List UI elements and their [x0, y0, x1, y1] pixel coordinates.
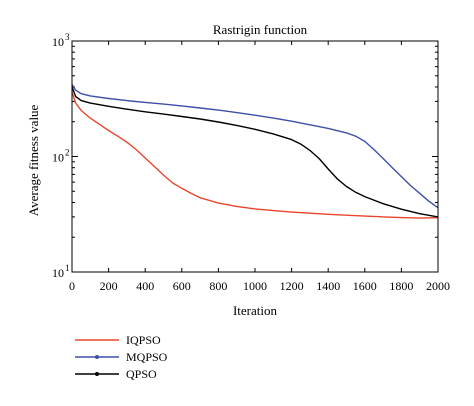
legend-label-mqpso: MQPSO: [126, 350, 168, 364]
x-tick-label: 200: [100, 279, 118, 293]
series-line-qpso: [71, 86, 439, 218]
y-tick-exponent: 3: [65, 32, 70, 42]
legend-label-qpso: QPSO: [126, 367, 157, 381]
y-axis-label: Average fitness value: [26, 104, 41, 216]
legend-marker-mqpso: [95, 355, 99, 359]
series-line-iqpso: [71, 91, 439, 219]
x-tick-label: 400: [136, 279, 154, 293]
x-tick-label: 1800: [389, 279, 413, 293]
x-tick-label: 800: [209, 279, 227, 293]
series-line-mqpso: [71, 84, 439, 209]
y-tick-label: 10 2: [52, 148, 70, 165]
legend-marker-qpso: [95, 372, 99, 376]
x-tick-label: 1600: [353, 279, 377, 293]
y-tick-label: 10 3: [52, 32, 70, 49]
x-axis-label: Iteration: [233, 303, 278, 318]
x-tick-label: 1000: [243, 279, 267, 293]
chart-title: Rastrigin function: [213, 22, 308, 37]
plot-area-frame: [71, 40, 439, 273]
legend-label-iqpso: IQPSO: [126, 333, 161, 347]
x-tick-label: 1400: [316, 279, 340, 293]
x-tick-label: 1200: [280, 279, 304, 293]
plot-lines: [71, 84, 439, 219]
y-tick-base: 10: [52, 151, 64, 165]
y-tick-label: 10 1: [52, 263, 70, 280]
axis-ticks: [71, 40, 439, 273]
x-tick-label: 0: [69, 279, 75, 293]
y-tick-base: 10: [52, 35, 64, 49]
legend: IQPSO MQPSO QPSO: [75, 333, 168, 381]
x-tick-labels: 0 200 400 600 800 1000 1200 1400 1600 1800 2000: [69, 279, 450, 293]
x-tick-label: 2000: [426, 279, 450, 293]
y-tick-exponent: 1: [65, 263, 70, 273]
y-tick-base: 10: [52, 266, 64, 280]
y-tick-exponent: 2: [65, 148, 70, 158]
x-tick-label: 600: [173, 279, 191, 293]
